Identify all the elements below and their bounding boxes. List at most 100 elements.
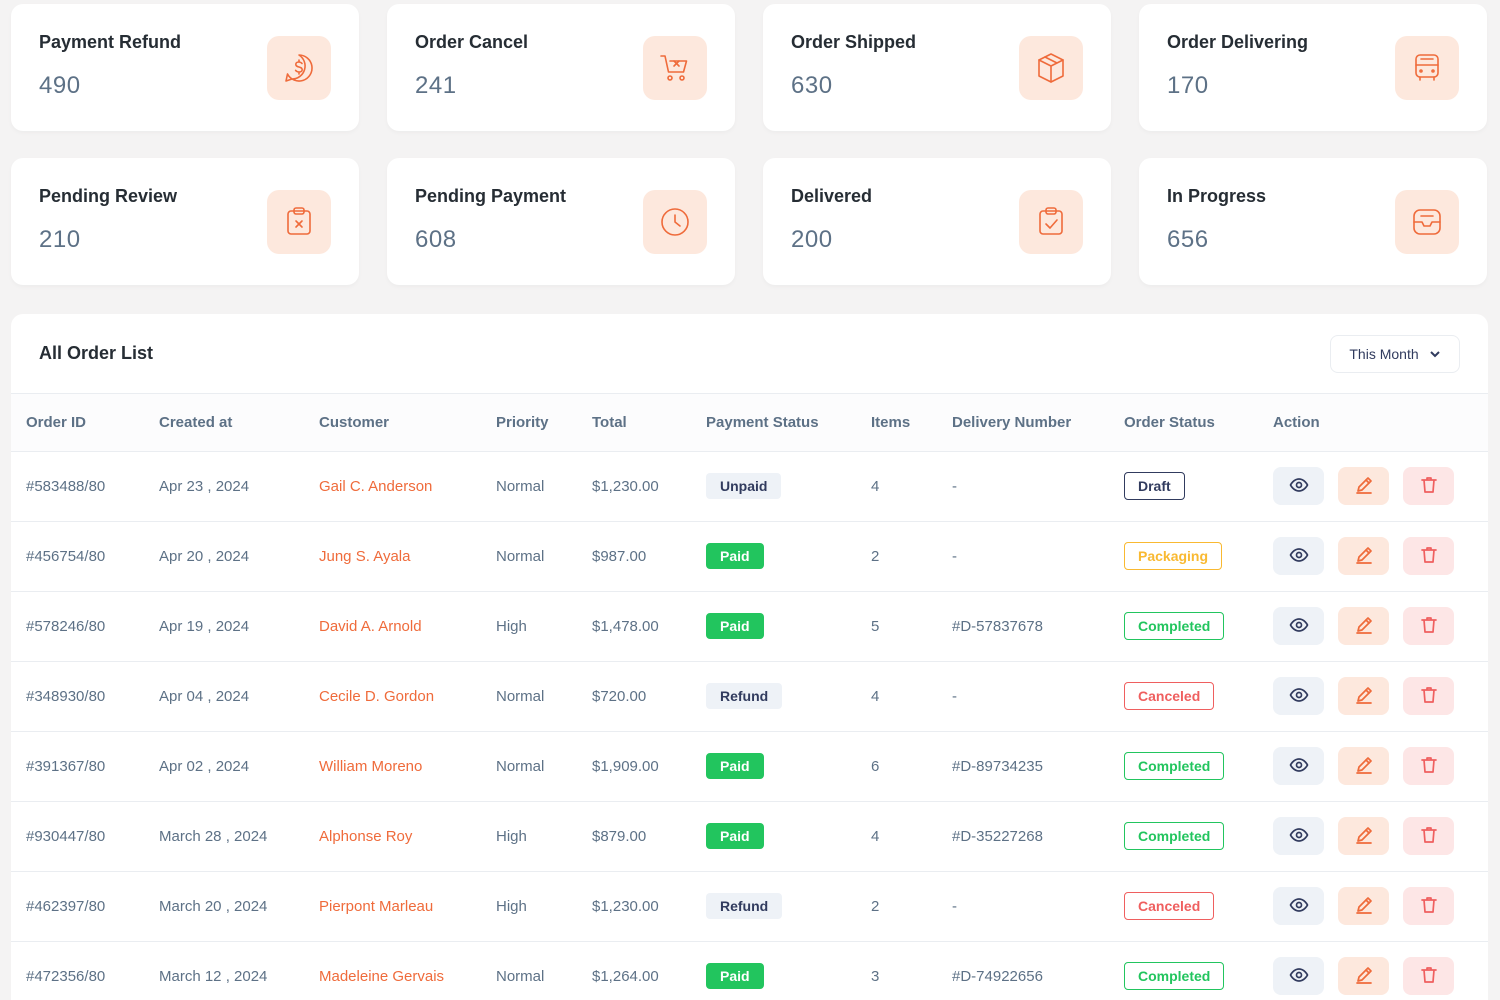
delivery-number: - <box>952 871 1124 942</box>
payment-status-badge: Paid <box>706 543 764 569</box>
table-row[interactable]: #578246/80 Apr 19 , 2024 David A. Arnold Hi… <box>11 591 1488 662</box>
trash-icon <box>1419 825 1439 848</box>
view-button[interactable] <box>1273 537 1324 575</box>
order-status-badge: Completed <box>1124 612 1225 640</box>
column-header: Items <box>871 394 952 452</box>
eye-icon <box>1289 755 1309 778</box>
stat-value: 210 <box>39 226 81 253</box>
order-list-header: All Order List This Month <box>11 314 1488 394</box>
view-button[interactable] <box>1273 607 1324 645</box>
edit-button[interactable] <box>1338 957 1389 995</box>
view-button[interactable] <box>1273 957 1324 995</box>
payment-status-badge: Refund <box>706 893 783 919</box>
created-at: Apr 19 , 2024 <box>159 591 319 662</box>
delete-button[interactable] <box>1403 887 1454 925</box>
eye-icon <box>1289 965 1309 988</box>
period-filter-dropdown[interactable]: This Month <box>1330 335 1460 373</box>
created-at: Apr 23 , 2024 <box>159 451 319 522</box>
items-count: 6 <box>871 731 952 802</box>
delete-button[interactable] <box>1403 467 1454 505</box>
customer-link[interactable]: David A. Arnold <box>319 617 422 635</box>
view-button[interactable] <box>1273 677 1324 715</box>
customer-link[interactable]: Cecile D. Gordon <box>319 687 435 705</box>
row-actions <box>1273 887 1488 925</box>
items-count: 3 <box>871 941 952 1000</box>
column-header: Created at <box>159 394 319 452</box>
trash-icon <box>1419 615 1439 638</box>
delivery-number: - <box>952 521 1124 592</box>
edit-button[interactable] <box>1338 467 1389 505</box>
column-header: Customer <box>319 394 496 452</box>
table-row[interactable]: #583488/80 Apr 23 , 2024 Gail C. Anderson N… <box>11 451 1488 522</box>
delete-button[interactable] <box>1403 677 1454 715</box>
priority: Normal <box>496 451 592 522</box>
column-header: Delivery Number <box>952 394 1124 452</box>
view-button[interactable] <box>1273 887 1324 925</box>
column-header: Order ID <box>11 394 159 452</box>
row-actions <box>1273 957 1488 995</box>
items-count: 5 <box>871 591 952 662</box>
column-header: Total <box>592 394 706 452</box>
edit-button[interactable] <box>1338 747 1389 785</box>
order-id: #456754/80 <box>11 521 159 592</box>
table-row[interactable]: #462397/80 March 20 , 2024 Pierpont Marlea… <box>11 871 1488 942</box>
delete-button[interactable] <box>1403 537 1454 575</box>
customer-link[interactable]: Madeleine Gervais <box>319 967 445 985</box>
box-icon <box>1019 36 1083 100</box>
stat-value: 200 <box>791 226 833 253</box>
edit-button[interactable] <box>1338 537 1389 575</box>
edit-button[interactable] <box>1338 607 1389 645</box>
payment-status-badge: Unpaid <box>706 473 782 499</box>
created-at: March 28 , 2024 <box>159 801 319 872</box>
stat-card-in-progress: In Progress 656 <box>1139 158 1487 285</box>
delivery-number: #D-35227268 <box>952 801 1124 872</box>
order-status-badge: Completed <box>1124 822 1225 850</box>
dollar-chat-icon <box>267 36 331 100</box>
delete-button[interactable] <box>1403 747 1454 785</box>
orders-table: Order ID Created at Customer Priority Total P… <box>11 394 1488 1000</box>
delete-button[interactable] <box>1403 957 1454 995</box>
edit-button[interactable] <box>1338 887 1389 925</box>
table-row[interactable]: #930447/80 March 28 , 2024 Alphonse Roy Hig… <box>11 801 1488 872</box>
stat-title: Payment Refund <box>39 32 182 52</box>
table-row[interactable]: #472356/80 March 12 , 2024 Madeleine Gerva… <box>11 941 1488 1000</box>
order-status-badge: Completed <box>1124 752 1225 780</box>
stat-value: 241 <box>415 72 457 99</box>
customer-link[interactable]: Alphonse Roy <box>319 827 413 845</box>
delete-button[interactable] <box>1403 817 1454 855</box>
trash-icon <box>1419 475 1439 498</box>
customer-link[interactable]: William Moreno <box>319 757 423 775</box>
delivery-number: #D-74922656 <box>952 941 1124 1000</box>
edit-button[interactable] <box>1338 677 1389 715</box>
customer-link[interactable]: Jung S. Ayala <box>319 547 411 565</box>
order-id: #583488/80 <box>11 451 159 522</box>
row-actions <box>1273 747 1488 785</box>
stat-title: Order Cancel <box>415 32 529 52</box>
created-at: Apr 04 , 2024 <box>159 661 319 732</box>
priority: Normal <box>496 941 592 1000</box>
bus-icon <box>1395 36 1459 100</box>
stat-card-order-shipped: Order Shipped 630 <box>763 4 1111 131</box>
trash-icon <box>1419 965 1439 988</box>
column-header: Action <box>1273 394 1488 452</box>
column-header: Order Status <box>1124 394 1273 452</box>
view-button[interactable] <box>1273 817 1324 855</box>
items-count: 4 <box>871 801 952 872</box>
edit-button[interactable] <box>1338 817 1389 855</box>
table-header-row: Order ID Created at Customer Priority Total P… <box>11 394 1488 452</box>
stat-value: 170 <box>1167 72 1209 99</box>
eye-icon <box>1289 475 1309 498</box>
view-button[interactable] <box>1273 467 1324 505</box>
order-list-panel: All Order List This Month Order ID Create… <box>11 314 1488 1000</box>
priority: Normal <box>496 661 592 732</box>
customer-link[interactable]: Pierpont Marleau <box>319 897 434 915</box>
period-filter-label: This Month <box>1349 346 1419 362</box>
delete-button[interactable] <box>1403 607 1454 645</box>
table-row[interactable]: #391367/80 Apr 02 , 2024 William Moreno Nor… <box>11 731 1488 802</box>
delivery-number: #D-89734235 <box>952 731 1124 802</box>
stat-card-pending-review: Pending Review 210 <box>11 158 359 285</box>
customer-link[interactable]: Gail C. Anderson <box>319 477 433 495</box>
table-row[interactable]: #348930/80 Apr 04 , 2024 Cecile D. Gordon N… <box>11 661 1488 732</box>
view-button[interactable] <box>1273 747 1324 785</box>
table-row[interactable]: #456754/80 Apr 20 , 2024 Jung S. Ayala Norm… <box>11 521 1488 592</box>
